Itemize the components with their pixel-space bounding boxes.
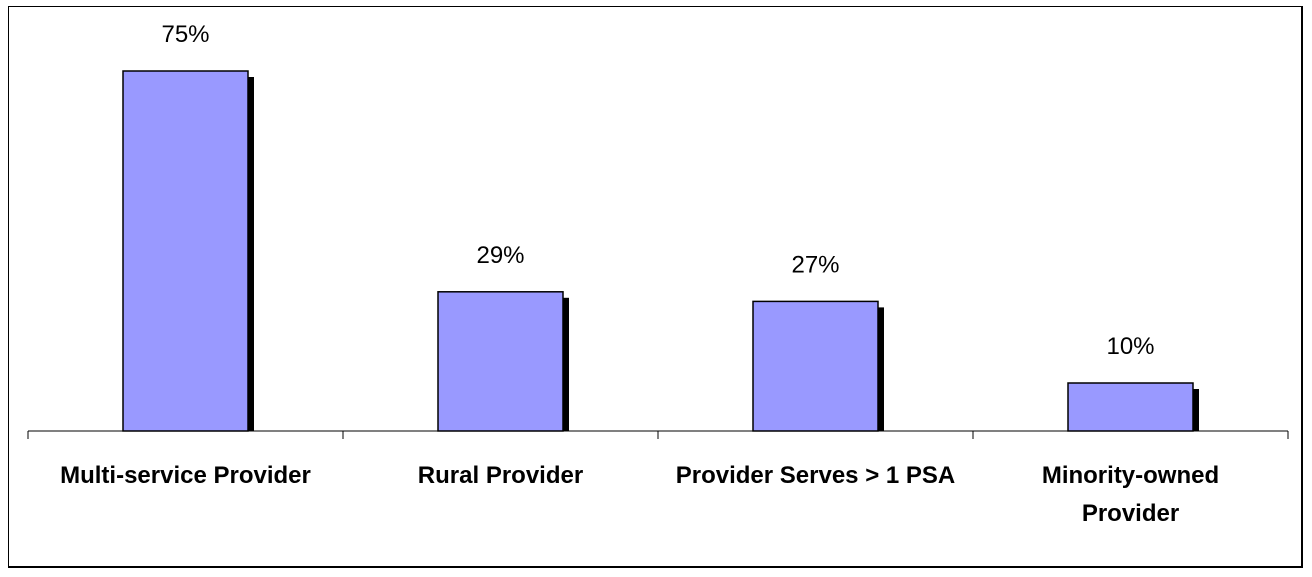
- category-label: Provider: [1082, 500, 1179, 527]
- category-label: Minority-owned: [1042, 462, 1219, 489]
- category-label: Multi-service Provider: [60, 462, 311, 489]
- value-label: 29%: [476, 242, 524, 269]
- category-label: Rural Provider: [418, 462, 583, 489]
- x-axis: [27, 430, 1289, 439]
- value-label: 75%: [161, 21, 209, 48]
- value-label: 10%: [1106, 333, 1154, 360]
- category-label: Provider Serves > 1 PSA: [676, 462, 956, 489]
- bar-2: [437, 291, 564, 432]
- bar-4: [1067, 382, 1194, 432]
- labels-group: 75% Multi-service Provider 29% Rural Provid…: [60, 21, 1219, 527]
- bars-group: [122, 70, 1199, 432]
- value-label: 27%: [791, 251, 839, 278]
- bar-3: [752, 300, 879, 432]
- bar-1: [122, 70, 249, 432]
